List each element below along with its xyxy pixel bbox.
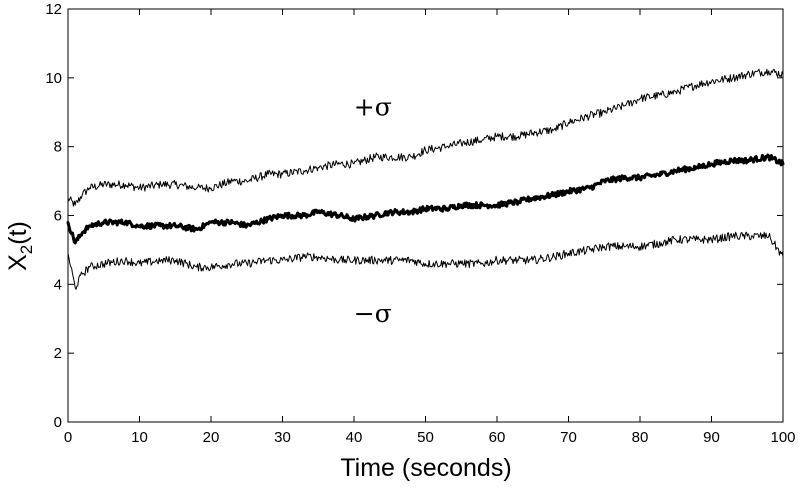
series-line-mean (66, 153, 785, 245)
x-tick-label: 0 (64, 429, 72, 446)
y-axis-label: X2(t) (4, 221, 36, 271)
x-tick-label: 40 (346, 429, 363, 446)
y-axis: 0 2 4 6 8 10 12 (45, 1, 783, 431)
x-tick-label: 100 (770, 429, 795, 446)
x-tick-label: 70 (560, 429, 577, 446)
y-tick-label: 4 (54, 276, 62, 293)
x-axis: 0 10 20 30 40 50 60 70 80 90 100 (64, 9, 796, 446)
x-tick-label: 30 (274, 429, 291, 446)
y-tick-label: 12 (45, 1, 62, 18)
x-tick-label: 80 (632, 429, 649, 446)
y-axis-label-subscript: 2 (17, 245, 36, 254)
x-tick-label: 20 (203, 429, 220, 446)
annotation-label: +σ (354, 93, 392, 122)
y-axis-label-main: X (4, 254, 32, 271)
x-tick-label: 60 (489, 429, 506, 446)
x-tick-label: 10 (131, 429, 148, 446)
annotations: +σ −σ (354, 93, 392, 329)
series-line-plus-sigma (67, 68, 784, 207)
plot-frame (67, 8, 784, 423)
x-tick-label: 90 (703, 429, 720, 446)
y-tick-label: 2 (54, 345, 62, 362)
y-tick-label: 6 (54, 208, 62, 225)
x-axis-label: Time (seconds) (340, 454, 511, 482)
y-tick-label: 8 (54, 139, 62, 156)
series-group (66, 68, 785, 290)
y-tick-label: 10 (45, 70, 62, 87)
x-tick-label: 50 (417, 429, 434, 446)
series-line-minus-sigma (67, 231, 784, 290)
annotation-label: −σ (354, 299, 392, 328)
y-axis-label-tail: (t) (4, 221, 32, 245)
y-tick-label: 0 (54, 414, 62, 431)
